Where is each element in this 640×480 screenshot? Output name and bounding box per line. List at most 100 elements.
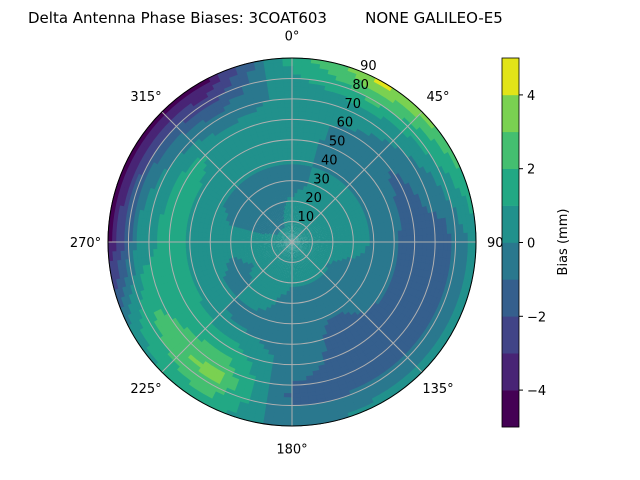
contour-cell xyxy=(297,222,300,227)
contour-cell xyxy=(332,333,341,340)
contour-cell xyxy=(384,380,396,391)
contour-cell xyxy=(140,336,150,348)
contour-cell xyxy=(363,114,374,123)
contour-cell xyxy=(224,120,234,129)
contour-cell xyxy=(286,249,289,254)
contour-cell xyxy=(342,372,353,381)
contour-cell xyxy=(466,251,473,263)
contour-cell xyxy=(287,315,292,321)
contour-cell xyxy=(316,205,321,211)
contour-cell xyxy=(299,412,311,419)
contour-cell xyxy=(307,246,313,249)
contour-cell xyxy=(133,215,139,226)
contour-cell xyxy=(401,229,407,237)
contour-cell xyxy=(299,314,305,320)
contour-cell xyxy=(334,215,340,221)
contour-cell xyxy=(309,128,317,135)
contour-cell xyxy=(132,140,142,153)
contour-cell xyxy=(309,221,314,226)
contour-cell xyxy=(299,244,305,247)
contour-cell xyxy=(420,328,430,340)
contour-cell xyxy=(292,246,294,251)
contour-cell xyxy=(281,235,286,238)
contour-cell xyxy=(271,244,277,247)
contour-cell xyxy=(225,365,236,374)
contour-cell xyxy=(137,191,145,202)
contour-cell xyxy=(271,220,276,225)
contour-cell xyxy=(299,264,303,270)
contour-cell xyxy=(128,240,133,251)
contour-cell xyxy=(329,339,338,346)
contour-cell xyxy=(185,117,196,127)
contour-cell xyxy=(238,244,244,248)
contour-cell xyxy=(298,285,303,291)
contour-cell xyxy=(295,244,299,248)
contour-cell xyxy=(303,216,307,221)
contour-cell xyxy=(309,415,321,422)
contour-cell xyxy=(277,322,284,328)
contour-cell xyxy=(331,260,338,265)
contour-cell xyxy=(168,97,180,109)
contour-cell xyxy=(173,241,178,249)
contour-cell xyxy=(174,216,181,225)
contour-cell xyxy=(169,347,180,358)
contour-cell xyxy=(310,332,318,339)
contour-cell xyxy=(206,227,212,234)
contour-cell xyxy=(298,247,302,251)
contour-cell xyxy=(270,252,275,256)
contour-cell xyxy=(287,278,291,284)
contour-cell xyxy=(403,259,410,268)
contour-cell xyxy=(396,154,406,164)
contour-cell xyxy=(144,137,154,149)
contour-cell xyxy=(337,257,343,262)
contour-cell xyxy=(290,413,302,419)
contour-cell xyxy=(162,281,170,291)
contour-cell xyxy=(302,135,310,142)
contour-cell xyxy=(326,73,338,81)
contour-cell xyxy=(340,89,351,98)
contour-cell xyxy=(258,256,264,261)
contour-cell xyxy=(405,229,411,237)
contour-cell xyxy=(298,376,307,382)
contour-cell xyxy=(293,266,296,272)
contour-cell xyxy=(116,296,125,309)
contour-cell xyxy=(287,307,292,312)
contour-cell xyxy=(295,327,302,333)
contour-cell xyxy=(226,247,232,253)
contour-cell xyxy=(277,363,286,369)
contour-cell xyxy=(401,299,409,309)
contour-cell xyxy=(315,248,321,252)
contour-cell xyxy=(458,250,464,262)
contour-cell xyxy=(280,264,284,270)
contour-cell xyxy=(262,225,268,230)
contour-cell xyxy=(284,243,289,247)
contour-cell xyxy=(266,259,271,265)
contour-cell xyxy=(418,242,424,250)
contour-cell xyxy=(275,243,281,246)
contour-cell xyxy=(197,246,203,252)
contour-cell xyxy=(258,209,264,215)
contour-cell xyxy=(164,107,176,118)
contour-cell xyxy=(422,310,431,321)
contour-cell xyxy=(297,372,307,378)
chart-title: Delta Antenna Phase Biases: 3COAT603 NON… xyxy=(28,9,503,27)
contour-cell xyxy=(282,323,288,329)
contour-cell xyxy=(352,235,358,240)
contour-cell xyxy=(313,265,319,270)
contour-cell xyxy=(272,260,277,265)
contour-cell xyxy=(388,387,401,398)
contour-cell xyxy=(263,223,269,228)
contour-cell xyxy=(203,259,210,266)
contour-cell xyxy=(311,255,317,260)
contour-cell xyxy=(384,251,391,259)
contour-cell xyxy=(197,367,208,377)
contour-cell xyxy=(284,364,292,370)
contour-cell xyxy=(340,247,346,251)
contour-cell xyxy=(373,246,379,252)
contour-cell xyxy=(447,190,455,201)
contour-cell xyxy=(445,275,453,286)
contour-cell xyxy=(280,273,284,278)
contour-cell xyxy=(403,217,410,225)
contour-cell xyxy=(230,231,236,237)
contour-cell xyxy=(310,311,317,318)
